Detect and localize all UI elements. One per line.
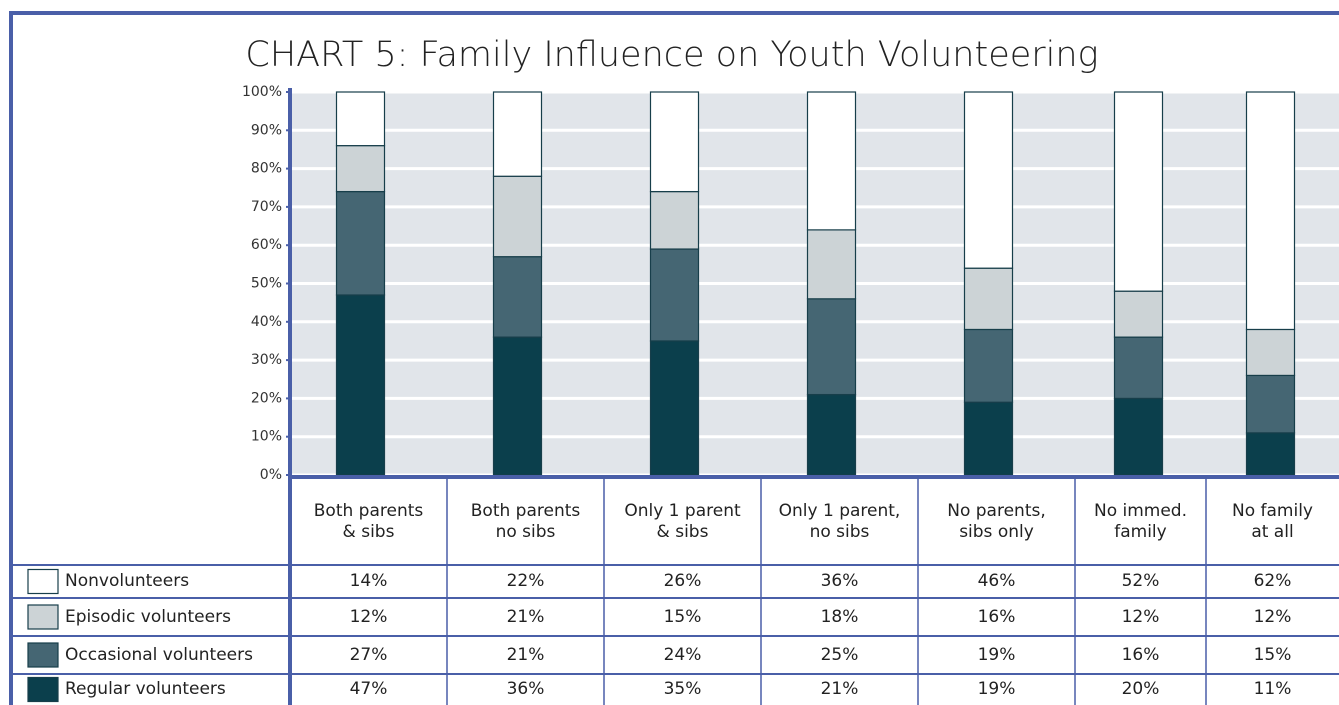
bar-segment <box>806 298 857 396</box>
value-label: 16% <box>977 606 1016 627</box>
value-label: 20% <box>1121 679 1160 699</box>
bar-segment <box>335 91 386 147</box>
bar-segment <box>963 91 1014 269</box>
bar-segment <box>492 336 543 476</box>
bar-segment <box>335 145 386 193</box>
bar-segment <box>649 91 700 193</box>
value-label: 36% <box>506 679 545 699</box>
category-label: Only 1 parent, no sibs <box>778 500 901 542</box>
legend-swatch <box>27 568 59 595</box>
bar-segment <box>492 91 543 177</box>
legend-swatch <box>27 676 59 703</box>
value-label: 11% <box>1253 679 1292 699</box>
value-label: 19% <box>977 644 1016 665</box>
bar-segment <box>649 190 700 250</box>
bar-segment <box>1245 432 1296 476</box>
y-tick-label: 100% <box>242 84 282 100</box>
y-tick-label: 30% <box>251 352 282 368</box>
bar-segment <box>492 175 543 258</box>
value-label: 36% <box>820 571 859 591</box>
value-label: 15% <box>1253 644 1292 665</box>
value-label: 18% <box>820 606 859 627</box>
y-tick-label: 20% <box>251 390 282 406</box>
bar-segment <box>335 294 386 476</box>
bar-segment <box>806 229 857 300</box>
category-label: Only 1 parent & sibs <box>624 500 741 542</box>
category-label: Both parents & sibs <box>313 500 424 542</box>
value-label: 27% <box>349 644 388 665</box>
bar-segment <box>963 401 1014 476</box>
value-label: 25% <box>820 644 859 665</box>
value-label: 14% <box>349 571 388 591</box>
value-label: 12% <box>1121 606 1160 627</box>
bar-segment <box>1113 91 1164 292</box>
legend-label: Regular volunteers <box>65 679 226 699</box>
bar-segment <box>1113 397 1164 476</box>
value-label: 12% <box>1253 606 1292 627</box>
y-tick-label: 0% <box>260 467 282 483</box>
bar-segment <box>335 190 386 296</box>
bar-segment <box>963 267 1014 331</box>
y-tick-label: 70% <box>251 199 282 215</box>
legend-label: Occasional volunteers <box>65 644 253 665</box>
bar-segment <box>963 328 1014 403</box>
value-label: 35% <box>663 679 702 699</box>
y-tick-label: 80% <box>251 161 282 177</box>
value-label: 62% <box>1253 571 1292 591</box>
y-tick-label: 40% <box>251 314 282 330</box>
legend-label: Nonvolunteers <box>65 571 190 591</box>
value-label: 24% <box>663 644 702 665</box>
category-label: No immed. family <box>1093 500 1188 542</box>
y-tick-label: 10% <box>251 429 282 445</box>
y-tick-label: 50% <box>251 276 282 292</box>
value-label: 52% <box>1121 571 1160 591</box>
bar-segment <box>1113 290 1164 338</box>
bar-segment <box>1245 328 1296 377</box>
bar-segment <box>1113 336 1164 399</box>
value-label: 15% <box>663 606 702 627</box>
bar-segment <box>806 393 857 476</box>
bar-segment <box>806 91 857 231</box>
value-label: 46% <box>977 571 1016 591</box>
bar-segment <box>649 248 700 342</box>
chart-title: CHART 5: Family Influence on Youth Volun… <box>245 35 1098 75</box>
value-label: 19% <box>977 679 1016 699</box>
bar-segment <box>1245 374 1296 434</box>
value-label: 12% <box>349 606 388 627</box>
value-label: 21% <box>506 606 545 627</box>
legend-swatch <box>27 642 59 668</box>
value-label: 16% <box>1121 644 1160 665</box>
value-label: 22% <box>506 571 545 591</box>
bar-segment <box>1245 91 1296 331</box>
value-label: 21% <box>506 644 545 665</box>
category-label: No parents, sibs only <box>947 500 1046 542</box>
y-tick-label: 60% <box>251 237 282 253</box>
category-label: Both parents no sibs <box>470 500 581 542</box>
bar-segment <box>492 256 543 338</box>
value-label: 47% <box>349 679 388 699</box>
y-tick-label: 90% <box>251 122 282 138</box>
legend-label: Episodic volunteers <box>65 606 231 627</box>
value-label: 21% <box>820 679 859 699</box>
legend-swatch <box>27 604 59 630</box>
bar-segment <box>649 340 700 476</box>
category-label: No family at all <box>1232 500 1313 542</box>
value-label: 26% <box>663 571 702 591</box>
